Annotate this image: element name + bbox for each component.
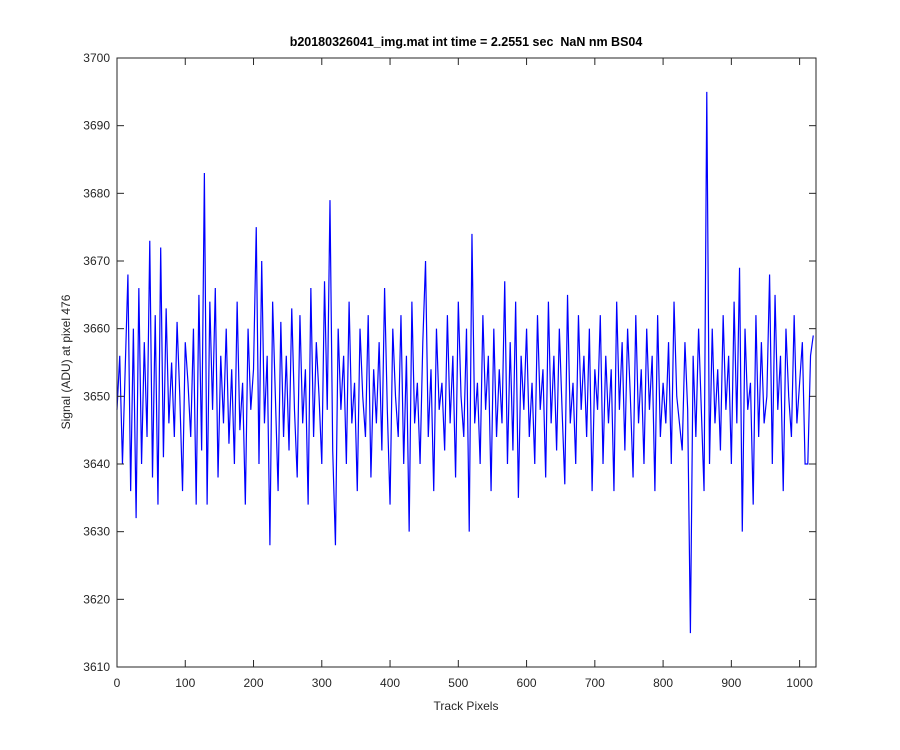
x-tick-label: 400 bbox=[380, 676, 400, 690]
y-tick-label: 3640 bbox=[83, 457, 110, 471]
y-tick-label: 3660 bbox=[83, 322, 110, 336]
data-line bbox=[116, 91, 814, 634]
x-tick-label: 200 bbox=[244, 676, 264, 690]
x-tick-label: 1000 bbox=[786, 676, 813, 690]
axes-box bbox=[116, 57, 817, 668]
y-tick-label: 3610 bbox=[83, 660, 110, 674]
chart-title: b20180326041_img.mat int time = 2.2551 s… bbox=[290, 35, 643, 49]
y-tick-label: 3690 bbox=[83, 119, 110, 133]
y-tick-label: 3650 bbox=[83, 389, 110, 403]
y-tick-label: 3620 bbox=[83, 592, 110, 606]
x-tick-label: 800 bbox=[653, 676, 673, 690]
y-tick-label: 3680 bbox=[83, 186, 110, 200]
y-tick-label: 3670 bbox=[83, 254, 110, 268]
x-tick-label: 500 bbox=[448, 676, 468, 690]
x-tick-label: 100 bbox=[175, 676, 195, 690]
x-tick-label: 600 bbox=[517, 676, 537, 690]
x-tick-label: 300 bbox=[312, 676, 332, 690]
y-tick-label: 3630 bbox=[83, 525, 110, 539]
x-tick-label: 0 bbox=[114, 676, 121, 690]
y-axis-label: Signal (ADU) at pixel 476 bbox=[59, 294, 73, 429]
x-tick-label: 700 bbox=[585, 676, 605, 690]
y-tick-label: 3700 bbox=[83, 51, 110, 65]
x-tick-label: 900 bbox=[721, 676, 741, 690]
x-axis-label: Track Pixels bbox=[434, 699, 499, 713]
